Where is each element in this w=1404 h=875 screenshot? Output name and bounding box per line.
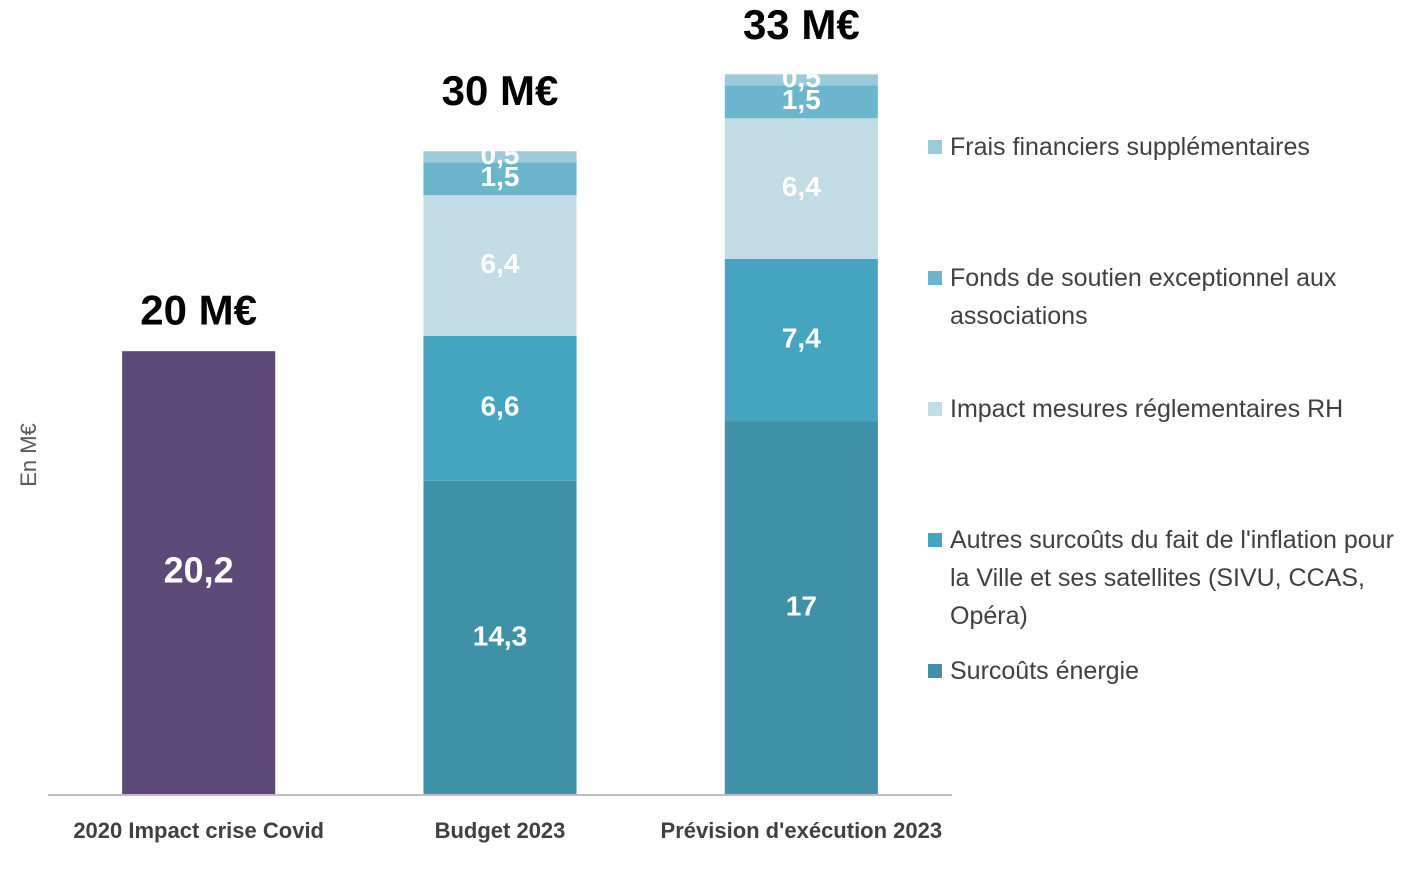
bar-segment [423, 151, 577, 163]
legend-entry: Autres surcoûts du fait de l'inflation p… [928, 521, 1404, 635]
value-label: 17 [786, 591, 817, 622]
value-label: 0,5 [782, 62, 821, 93]
value-label: 6,4 [782, 171, 821, 202]
bar-segment [122, 351, 276, 795]
value-label: 6,6 [481, 391, 520, 422]
bar-segment [724, 85, 878, 119]
value-label: 1,5 [481, 161, 520, 192]
value-label: 14,3 [473, 620, 528, 651]
legend-entry: Impact mesures réglementaires RH [928, 390, 1404, 428]
x-tick-label: 2020 Impact crise Covid [73, 818, 324, 843]
bar-segment [724, 118, 878, 259]
value-label: 1,5 [782, 84, 821, 115]
value-label: 20,2 [164, 550, 234, 591]
value-label: 0,5 [481, 139, 520, 170]
bar-segment [423, 162, 577, 196]
bar-segment [423, 195, 577, 336]
legend-entry: Surcoûts énergie [928, 652, 1404, 690]
y-axis-label: En M€ [16, 423, 41, 487]
legend-entry: Frais financiers supplémentaires [928, 128, 1404, 166]
legend-label: Fonds de soutien exceptionnel aux associ… [950, 264, 1337, 330]
value-label: 6,4 [481, 248, 520, 279]
legend-swatch [928, 664, 942, 678]
bar-segment [724, 74, 878, 86]
bar-segment [423, 335, 577, 481]
legend-swatch [928, 140, 942, 154]
total-label: 30 M€ [442, 67, 559, 114]
legend-swatch [928, 271, 942, 285]
legend-swatch [928, 402, 942, 416]
legend-entry: Fonds de soutien exceptionnel aux associ… [928, 259, 1404, 335]
total-label: 33 M€ [743, 1, 860, 48]
bar-segment [724, 421, 878, 795]
value-label: 7,4 [782, 323, 821, 354]
bar-segment [724, 258, 878, 422]
legend-swatch [928, 533, 942, 547]
legend-label: Frais financiers supplémentaires [950, 133, 1310, 161]
legend-label: Surcoûts énergie [950, 657, 1140, 685]
total-label: 20 M€ [140, 287, 257, 334]
x-tick-label: Budget 2023 [434, 818, 566, 843]
bar-segment [423, 480, 577, 795]
x-tick-label: Prévision d'exécution 2023 [660, 818, 943, 843]
legend-label: Autres surcoûts du fait de l'inflation p… [950, 526, 1394, 630]
legend-label: Impact mesures réglementaires RH [950, 395, 1344, 423]
